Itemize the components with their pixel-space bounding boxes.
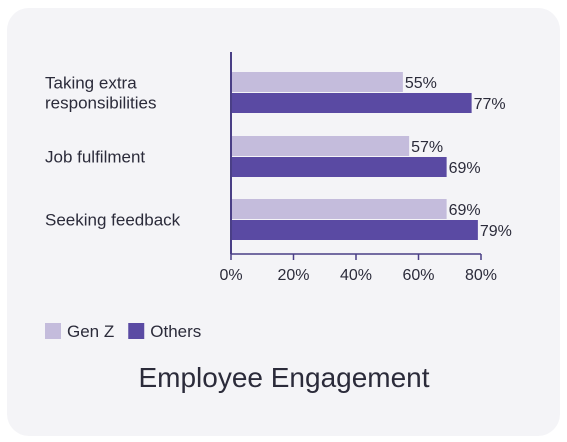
bar-others [231,220,478,240]
data-label: 69% [449,160,481,177]
legend-label: Others [150,322,201,341]
legend-swatch-gen-z [45,323,61,339]
data-label: 57% [411,139,443,156]
category-label: Job fulfilment [45,148,145,167]
bar-others [231,93,472,113]
data-label: 69% [449,202,481,219]
data-label: 79% [480,223,512,240]
category-label: responsibilities [45,94,157,113]
x-tick-label: 40% [340,267,372,284]
x-tick-label: 20% [277,267,309,284]
chart-title: Employee Engagement [138,362,429,393]
legend-label: Gen Z [67,322,114,341]
data-label: 55% [405,75,437,92]
x-tick-label: 0% [219,267,242,284]
bar-gen-z [231,199,447,219]
category-label: Seeking feedback [45,211,181,230]
bar-gen-z [231,72,403,92]
x-tick-label: 80% [465,267,497,284]
bar-gen-z [231,136,410,156]
category-label: Taking extra [45,74,137,93]
legend-swatch-others [128,323,145,339]
data-label: 77% [474,96,506,113]
x-tick-label: 60% [402,267,434,284]
bar-others [231,157,447,177]
